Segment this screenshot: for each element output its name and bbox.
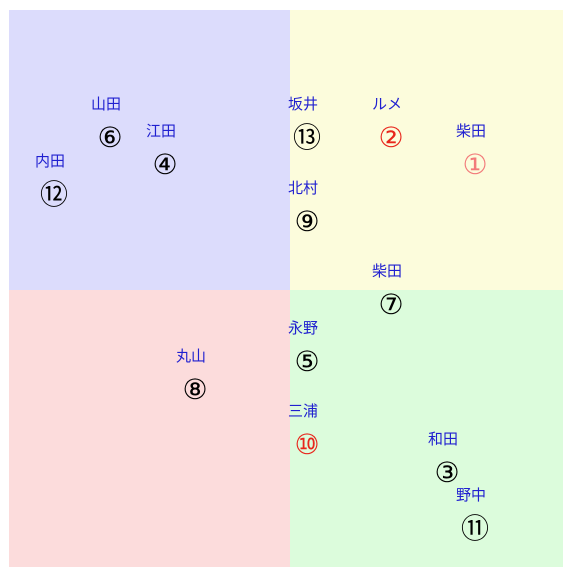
name-label: 内田	[35, 152, 65, 170]
name-label: 丸山	[176, 347, 206, 365]
name-label: 和田	[428, 430, 458, 448]
circled-number: ⑤	[294, 345, 319, 378]
name-label: 柴田	[456, 122, 486, 140]
name-label: 山田	[91, 95, 121, 113]
name-label: 坂井	[288, 95, 318, 113]
quadrant	[9, 290, 290, 567]
circled-number: ④	[152, 148, 177, 181]
name-label: ルメ	[372, 95, 402, 113]
quadrant	[290, 10, 563, 290]
name-label: 柴田	[372, 262, 402, 280]
quadrant	[9, 10, 290, 290]
circled-number: ②	[378, 121, 403, 154]
name-label: 北村	[288, 179, 318, 197]
name-label: 永野	[288, 319, 318, 337]
quadrant	[290, 290, 563, 567]
circled-number: ⑬	[293, 121, 321, 154]
circled-number: ①	[462, 148, 487, 181]
circled-number: ⑪	[461, 512, 489, 545]
circled-number: ⑩	[294, 428, 319, 461]
circled-number: ⑫	[40, 178, 68, 211]
circled-number: ⑥	[97, 121, 122, 154]
circled-number: ⑧	[182, 373, 207, 406]
name-label: 三浦	[288, 402, 318, 420]
circled-number: ⑨	[294, 205, 319, 238]
name-label: 江田	[146, 122, 176, 140]
circled-number: ⑦	[378, 288, 403, 321]
circled-number: ③	[434, 456, 459, 489]
name-label: 野中	[456, 486, 486, 504]
